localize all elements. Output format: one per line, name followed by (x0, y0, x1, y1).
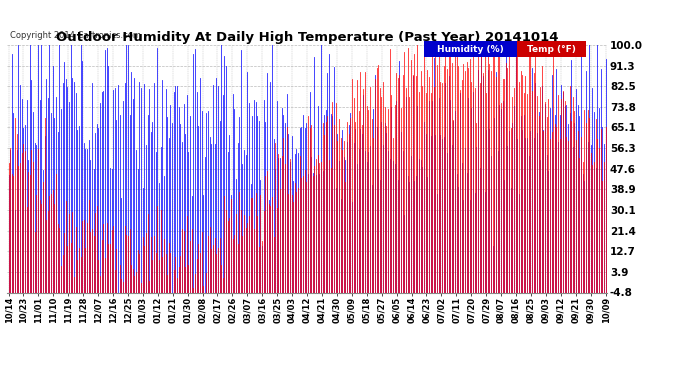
Bar (424, 41, 518, 57)
Title: Outdoor Humidity At Daily High Temperature (Past Year) 20141014: Outdoor Humidity At Daily High Temperatu… (56, 31, 558, 44)
Bar (518, 41, 586, 57)
Text: Copyright 2014 Cartronics.com: Copyright 2014 Cartronics.com (10, 31, 141, 40)
Text: Temp (°F): Temp (°F) (527, 45, 576, 54)
Text: Humidity (%): Humidity (%) (437, 45, 504, 54)
